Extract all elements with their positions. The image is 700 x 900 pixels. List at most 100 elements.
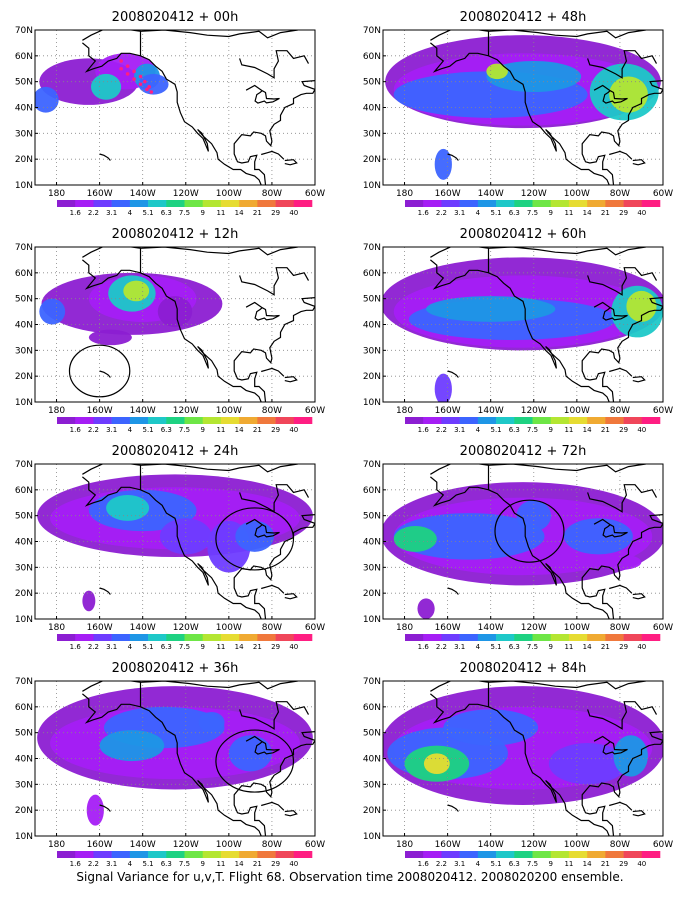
flight-track-dot [125,64,130,68]
lon-tick-label: 140W [478,623,504,633]
lat-tick-label: 30N [15,563,33,573]
lon-tick-label: 120W [521,840,547,850]
lon-tick-label: 180 [396,406,413,416]
lon-tick-label: 160W [435,406,461,416]
coastline [587,484,658,513]
colorbar-label: 7.5 [527,426,538,434]
colorbar-swatch [239,634,258,641]
colorbar-label: 29 [271,426,280,434]
lon-tick-label: 140W [478,189,504,199]
colorbar-label: 9 [200,209,204,217]
colorbar-label: 9 [200,860,204,868]
lat-tick-label: 40N [15,538,33,548]
colorbar-label: 7.5 [527,209,538,217]
map-panel: 2008020412 + 72h 70N 60N 50N 40N 30N 20N 10N 180… [363,444,673,651]
colorbar-swatch [148,417,167,424]
lat-tick-label: 10N [15,181,33,191]
coastline [245,301,280,321]
colorbar-swatch [75,634,94,641]
coastline [609,367,633,377]
lon-tick-label: 120W [521,623,547,633]
coastline [239,484,310,513]
colorbar-label: 2.2 [436,426,447,434]
coastline [239,267,310,296]
colorbar-swatch [220,200,240,207]
colorbar-swatch [423,851,442,858]
flight-track-dot [138,82,143,87]
colorbar-swatch [459,200,479,207]
colorbar-swatch [405,634,424,641]
lat-tick-label: 50N [363,729,381,739]
coastline [587,701,658,730]
map-panel: 2008020412 + 24h 70N 60N 50N 40N 30N 20N 10N 180… [15,444,325,651]
colorbar-label: 6.3 [509,643,520,651]
coastline [587,267,658,296]
lon-tick-label: 60W [653,840,673,850]
colorbar-label: 14 [235,209,244,217]
lon-tick-label: 60W [305,189,325,199]
coastline [284,593,298,600]
colorbar-label: 3.1 [106,860,117,868]
colorbar-label: 5.1 [491,426,502,434]
variance-region [39,298,66,325]
lat-tick-label: 10N [15,832,33,842]
colorbar-swatch [57,200,76,207]
colorbar-swatch [641,417,661,424]
lat-tick-label: 10N [363,181,381,191]
lat-tick-label: 50N [15,295,33,305]
coastline [447,370,459,378]
variance-region [91,73,122,100]
colorbar-swatch [587,851,606,858]
colorbar-label: 14 [235,860,244,868]
colorbar-swatch [148,851,167,858]
coastline [284,810,298,817]
colorbar-swatch [587,417,606,424]
coastline [261,150,285,160]
coastline [430,247,490,290]
flight-track-dot [119,66,123,71]
colorbar-label: 29 [271,209,280,217]
map-panel: 2008020412 + 12h 70N 60N 50N 40N 30N 20N 10N 180… [15,227,325,434]
lat-tick-label: 60N [15,486,33,496]
colorbar-swatch [441,634,460,641]
lat-tick-label: 20N [15,372,33,382]
lon-tick-label: 100W [564,623,590,633]
lon-tick-label: 180 [396,623,413,633]
lon-tick-label: 80W [610,189,630,199]
lon-tick-label: 80W [262,840,282,850]
colorbar-label: 4 [476,209,481,217]
colorbar-swatch [532,634,552,641]
lon-tick-label: 160W [435,840,461,850]
lat-tick-label: 70N [15,677,33,687]
lat-tick-label: 70N [363,243,381,253]
coastline [587,50,658,79]
lon-tick-label: 80W [262,189,282,199]
colorbar-label: 1.6 [70,643,82,651]
coastline [239,50,310,79]
coastline [140,30,298,39]
colorbar-swatch [239,417,258,424]
lon-tick-label: 100W [564,189,590,199]
colorbar-label: 5.1 [491,643,502,651]
lon-tick-label: 180 [48,189,65,199]
colorbar-swatch [293,851,313,858]
colorbar-swatch [166,417,185,424]
variance-region [443,709,539,746]
lon-tick-label: 80W [610,623,630,633]
colorbar-label: 11 [216,643,225,651]
lat-tick-label: 60N [363,703,381,713]
lon-tick-label: 100W [216,189,242,199]
lon-tick-label: 180 [396,840,413,850]
lat-tick-label: 60N [15,52,33,62]
colorbar-label: 29 [619,426,628,434]
lat-tick-label: 30N [363,346,381,356]
colorbar-label: 4 [128,426,133,434]
lon-tick-label: 180 [48,406,65,416]
colorbar-label: 3.1 [106,209,117,217]
coastline [430,30,490,73]
coastline [581,79,663,185]
lat-tick-label: 30N [363,780,381,790]
colorbar-label: 11 [564,643,573,651]
lon-tick-label: 140W [130,840,156,850]
colorbar-swatch [75,851,94,858]
